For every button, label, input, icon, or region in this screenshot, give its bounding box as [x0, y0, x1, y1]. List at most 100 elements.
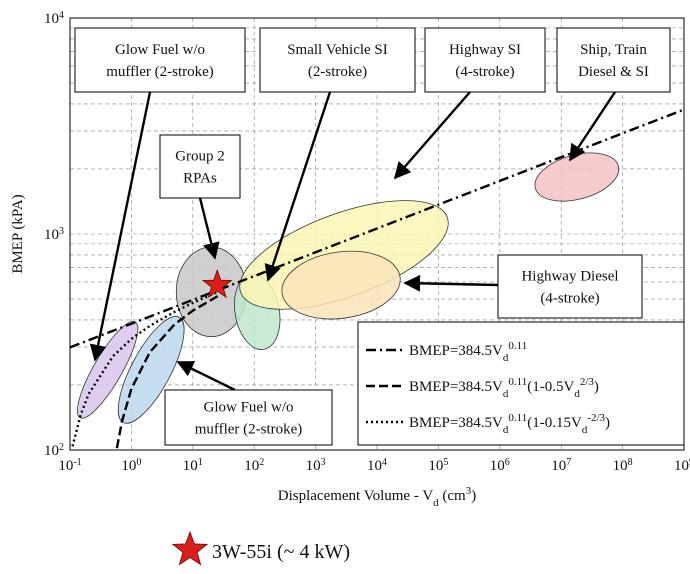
tick-exp: 3 [59, 226, 64, 237]
tick-exp: 3 [321, 457, 326, 468]
annotation-arrow [568, 91, 617, 162]
text-part: ) [605, 415, 610, 431]
tick-base: 10 [244, 458, 259, 474]
annotation-text: muffler (2-stroke) [106, 64, 214, 80]
x-tick-label: 103 [306, 457, 326, 475]
region [117, 316, 185, 424]
annotation-arrow [198, 197, 220, 260]
annotation-box [556, 27, 671, 93]
tick-exp: 4 [382, 457, 387, 468]
tick-exp: 2 [59, 442, 64, 453]
x-tick-label: 10-1 [58, 457, 81, 475]
tick-exp: 7 [566, 457, 571, 468]
text-part: ) [594, 379, 599, 395]
x-axis-label: Displacement Volume - Vd (cm3) [278, 485, 476, 509]
x-tick-label: 104 [367, 457, 387, 475]
point-label: 3W-55i (~ 4 kW) [212, 541, 350, 563]
legend-box [357, 321, 685, 446]
y-tick-label: 102 [44, 442, 64, 460]
tick-exp: 8 [628, 457, 633, 468]
text-part: BMEP=384.5V [409, 379, 503, 395]
tick-exp: 4 [59, 10, 64, 21]
x-tick-label: 109 [674, 457, 690, 475]
tick-base: 10 [367, 458, 382, 474]
tick-exp: 6 [505, 457, 510, 468]
annotation-text: (4-stroke) [455, 64, 514, 80]
text-part: d [503, 352, 509, 364]
annotation-arrow [393, 91, 471, 180]
text-part: d [582, 424, 588, 436]
annotation-arrow [264, 91, 332, 282]
region [281, 250, 401, 320]
annotation-text: Glow Fuel w/o [115, 42, 205, 58]
tick-base: 10 [183, 458, 198, 474]
tick-exp: 0 [136, 457, 141, 468]
legend-star [171, 530, 209, 566]
tick-base: 10 [551, 458, 566, 474]
text-part: 0.11 [508, 376, 527, 388]
annotation-text: Highway Diesel [521, 269, 618, 285]
tick-base: 10 [490, 458, 505, 474]
text-part: BMEP=384.5V [409, 415, 503, 431]
text-part: (1-0.5V [527, 379, 574, 395]
text-part: (1-0.15V [527, 415, 582, 431]
annotation-box [424, 27, 546, 93]
x-tick-label: 101 [183, 457, 203, 475]
annotation-text: (2-stroke) [308, 64, 367, 80]
annotation-arrow [89, 91, 152, 362]
annotation-text: Group 2 [175, 149, 225, 165]
x-tick-label: 108 [613, 457, 633, 475]
tick-base: 10 [613, 458, 628, 474]
legend-label: BMEP=384.5Vd0.11(1-0.5Vd2/3) [409, 376, 599, 400]
y-tick-label: 103 [44, 226, 64, 244]
legend-label: BMEP=384.5Vd0.11(1-0.15Vd-2/3) [409, 412, 610, 436]
x-tick-label: 107 [551, 457, 571, 475]
annotation-text: Ship, Train [580, 42, 647, 58]
text-part: 3 [466, 485, 472, 497]
y-axis-label: BMEP (kPA) [10, 194, 26, 273]
annotation-box [497, 254, 643, 319]
annotation-arrow [176, 360, 236, 392]
annotation-box [159, 134, 241, 199]
tick-exp: -1 [73, 457, 81, 468]
text-part: (cm [439, 488, 466, 504]
tick-base: 10 [58, 458, 73, 474]
series-line [115, 292, 223, 449]
region [77, 321, 139, 419]
tick-exp: 2 [259, 457, 264, 468]
y-tick-label: 104 [44, 10, 64, 28]
region [534, 152, 620, 202]
annotation-text: RPAs [183, 171, 217, 187]
x-tick-label: 106 [490, 457, 510, 475]
tick-base: 10 [44, 227, 59, 243]
x-tick-label: 105 [428, 457, 448, 475]
annotation-text: (4-stroke) [540, 291, 599, 307]
series-line [71, 288, 223, 447]
annotation-text: Glow Fuel w/o [204, 400, 294, 416]
tick-exp: 5 [443, 457, 448, 468]
annotation-text: muffler (2-stroke) [195, 422, 303, 438]
tick-base: 10 [428, 458, 443, 474]
tick-base: 10 [121, 458, 136, 474]
annotation-box [259, 27, 416, 93]
annotation-box [74, 27, 246, 93]
annotation-text: Diesel & SI [578, 64, 649, 80]
data-point [201, 268, 233, 299]
tick-base: 10 [44, 443, 59, 459]
text-part: BMEP=384.5V [409, 343, 503, 359]
text-part: d [503, 388, 509, 400]
text-part: 2/3 [580, 376, 595, 388]
text-part: 0.11 [508, 340, 527, 352]
tick-base: 10 [674, 458, 689, 474]
tick-base: 10 [44, 11, 59, 27]
text-part: ) [471, 488, 476, 504]
text-part: d [503, 424, 509, 436]
annotation-arrow [403, 274, 499, 292]
text-part: d [574, 388, 580, 400]
annotation-text: Small Vehicle SI [287, 42, 388, 58]
text-part: d [433, 497, 439, 509]
text-part: Displacement Volume - V [278, 488, 434, 504]
x-tick-label: 100 [121, 457, 141, 475]
legend-label: BMEP=384.5Vd0.11 [409, 340, 527, 364]
